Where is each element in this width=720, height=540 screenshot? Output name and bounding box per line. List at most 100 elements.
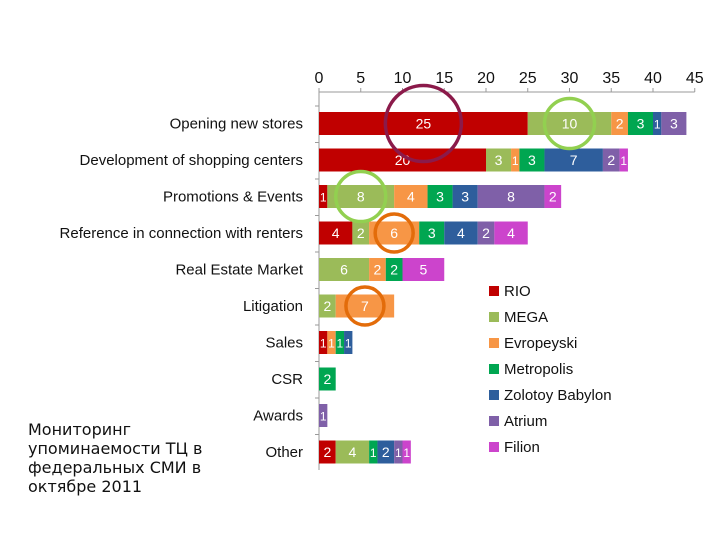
data-label: 2	[323, 444, 331, 460]
data-label: 4	[349, 444, 357, 460]
highlight-circle	[542, 96, 597, 151]
data-label: 1	[395, 446, 402, 460]
bar-segment-rio	[319, 331, 328, 354]
bar-segment-filion	[494, 221, 528, 245]
bar-segment-metropolis	[419, 221, 445, 245]
x-axis: 0 5 10 15 20 25 30 35 40 45	[315, 70, 704, 470]
category-label: CSR	[271, 371, 303, 388]
data-label: 2	[390, 262, 398, 278]
caption: Мониторинг упоминаемости ТЦ в федеральны…	[28, 420, 203, 496]
highlight-circle	[383, 83, 464, 164]
data-label: 1	[370, 446, 377, 460]
bar-segment-rio	[319, 440, 336, 464]
data-label: 1	[328, 337, 335, 351]
legend-swatch-evropeyski	[489, 338, 499, 348]
bar-segment-evropeyski	[611, 112, 628, 135]
data-label: 2	[607, 152, 615, 168]
data-label: 4	[457, 225, 465, 241]
x-tick-label: 35	[602, 70, 620, 87]
data-label: 1	[654, 118, 661, 132]
bar-segment-metropolis	[427, 185, 453, 208]
category-label: Promotions & Events	[163, 189, 303, 206]
legend-swatch-metropolis	[489, 364, 499, 374]
bar-segment-filion	[544, 185, 562, 208]
bar-segment-zolotoy-babylon	[377, 440, 395, 464]
category-label: Opening new stores	[170, 116, 303, 133]
category-label: Real Estate Market	[175, 262, 303, 279]
legend-label: Atrium	[504, 413, 547, 430]
bar-segment-atrium	[477, 221, 495, 245]
data-label: 10	[562, 116, 578, 132]
data-label: 3	[436, 189, 444, 205]
data-label: 1	[320, 410, 327, 424]
data-label: 4	[407, 189, 415, 205]
data-label: 6	[390, 225, 398, 241]
data-label: 2	[616, 116, 624, 132]
bar-segment-mega	[319, 294, 336, 318]
data-label: 2	[323, 298, 331, 314]
x-tick-label: 45	[686, 70, 704, 87]
bar-segment-metropolis	[369, 440, 378, 464]
bar-segment-zolotoy-babylon	[653, 112, 662, 135]
legend-label: Zolotoy Babylon	[504, 387, 612, 404]
bar-segment-atrium	[661, 112, 687, 135]
bar-segment-metropolis	[335, 331, 345, 354]
x-tick-label: 0	[315, 70, 324, 87]
y-axis-labels: Opening new stores Development of shoppin…	[60, 105, 319, 461]
data-label: 25	[416, 116, 432, 132]
data-label: 7	[570, 152, 578, 168]
legend-swatch-zolotoy-babylon	[489, 390, 499, 400]
legend-label: RIO	[504, 283, 531, 300]
data-label: 4	[507, 225, 515, 241]
legend-label: MEGA	[504, 309, 548, 326]
data-label: 1	[512, 154, 519, 168]
bar-segment-evropeyski	[369, 221, 420, 245]
bar-segment-zolotoy-babylon	[344, 331, 353, 354]
x-tick-label: 15	[435, 70, 453, 87]
data-label: 3	[637, 116, 645, 132]
data-label: 3	[528, 152, 536, 168]
data-label: 8	[507, 189, 515, 205]
legend-label: Metropolis	[504, 361, 573, 378]
bars: 25 10 2 3 1 320 3 1 3 7 2 11 8 4 3 3 8 24 2 6 3 4 2 46 2 2 52 71 1 1 1…	[319, 112, 687, 464]
x-tick-label: 40	[644, 70, 662, 87]
legend-swatch-rio	[489, 286, 499, 296]
data-label: 2	[482, 225, 490, 241]
x-tick-label: 20	[477, 70, 495, 87]
bar-segment-metropolis	[385, 258, 403, 281]
bar-segment-rio	[319, 221, 353, 245]
bar-segment-metropolis	[519, 148, 545, 172]
bar-segment-zolotoy-babylon	[452, 185, 478, 208]
bar-segment-zolotoy-babylon	[544, 148, 603, 172]
category-label: Awards	[253, 408, 303, 425]
bar-segment-mega	[319, 258, 370, 281]
data-label: 8	[357, 189, 365, 205]
data-label: 2	[374, 262, 382, 278]
bar-segment-rio	[319, 112, 528, 135]
data-label: 1	[320, 337, 327, 351]
bar-segment-filion	[619, 148, 628, 172]
bar-segment-evropeyski	[394, 185, 428, 208]
data-label: 2	[323, 371, 331, 387]
bar-segment-evropeyski	[369, 258, 386, 281]
data-label: 3	[461, 189, 469, 205]
highlight-circles	[334, 83, 597, 327]
data-label: 4	[332, 225, 340, 241]
bar-segment-filion	[402, 440, 411, 464]
bar-segment-atrium	[602, 148, 620, 172]
legend-swatch-filion	[489, 442, 499, 452]
category-label: Other	[265, 444, 303, 461]
bar-segment-evropeyski	[327, 331, 336, 354]
x-tick-label: 5	[356, 70, 365, 87]
data-label: 2	[357, 225, 365, 241]
bar-segment-metropolis	[627, 112, 653, 135]
data-label: 1	[345, 337, 352, 351]
legend-label: Filion	[504, 439, 540, 456]
bar-segment-rio	[319, 185, 328, 208]
highlight-circle	[334, 169, 388, 224]
bar-segment-evropeyski	[511, 148, 520, 172]
data-label: 1	[620, 154, 627, 168]
bar-segment-mega	[527, 112, 612, 135]
bar-segment-atrium	[477, 185, 545, 208]
